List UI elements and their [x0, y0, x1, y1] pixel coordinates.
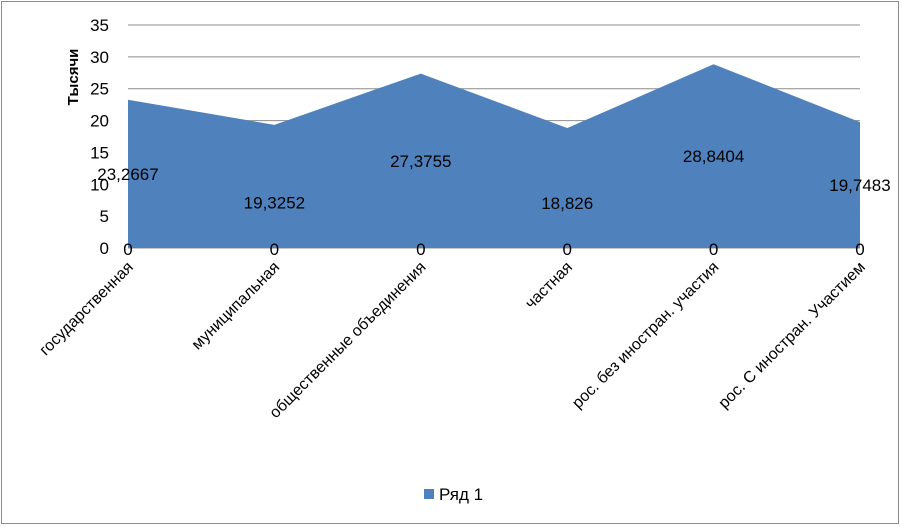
zero-label: 0	[123, 240, 132, 259]
data-label: 28,8404	[683, 147, 744, 166]
legend-swatch	[424, 489, 434, 499]
category-labels: государственная муниципальнаяобщественные…	[37, 259, 869, 422]
category-label: рос. С иностран. Участием	[716, 259, 869, 412]
y-tick-label: 35	[90, 16, 109, 35]
data-label: 19,3252	[244, 193, 305, 212]
y-tick-label: 0	[100, 239, 109, 258]
area-series-1	[128, 64, 860, 248]
zero-label: 0	[270, 240, 279, 259]
zero-labels: 0 0 0 0 0 0	[123, 240, 864, 259]
category-label: общественные объединения	[267, 259, 430, 422]
legend-label: Ряд 1	[439, 485, 483, 504]
zero-label: 0	[416, 240, 425, 259]
legend: Ряд 1	[424, 485, 483, 504]
data-label: 23,2667	[97, 165, 158, 184]
y-tick-label: 30	[90, 48, 109, 67]
category-label: муниципальная	[189, 259, 284, 354]
zero-label: 0	[562, 240, 571, 259]
y-tick-label: 10	[90, 175, 109, 194]
y-tick-label: 5	[100, 207, 109, 226]
data-labels: 23,2667 19,3252 27,3755 18,826 28,8404 19,748…	[97, 147, 890, 213]
category-label: государственная	[37, 259, 137, 359]
data-label: 27,3755	[390, 152, 451, 171]
category-label: частная	[522, 259, 576, 313]
y-tick-label: 20	[90, 112, 109, 131]
zero-label: 0	[709, 240, 718, 259]
data-label: 19,7483	[829, 176, 890, 195]
y-axis-ticks: 0 5 10 15 20 25 30 35	[90, 16, 109, 258]
y-tick-label: 25	[90, 80, 109, 99]
data-label: 18,826	[541, 194, 593, 213]
category-label: рос. без иностран. участия	[569, 259, 722, 412]
y-tick-label: 15	[90, 143, 109, 162]
zero-label: 0	[855, 240, 864, 259]
y-axis-title: Тысячи	[65, 49, 82, 106]
